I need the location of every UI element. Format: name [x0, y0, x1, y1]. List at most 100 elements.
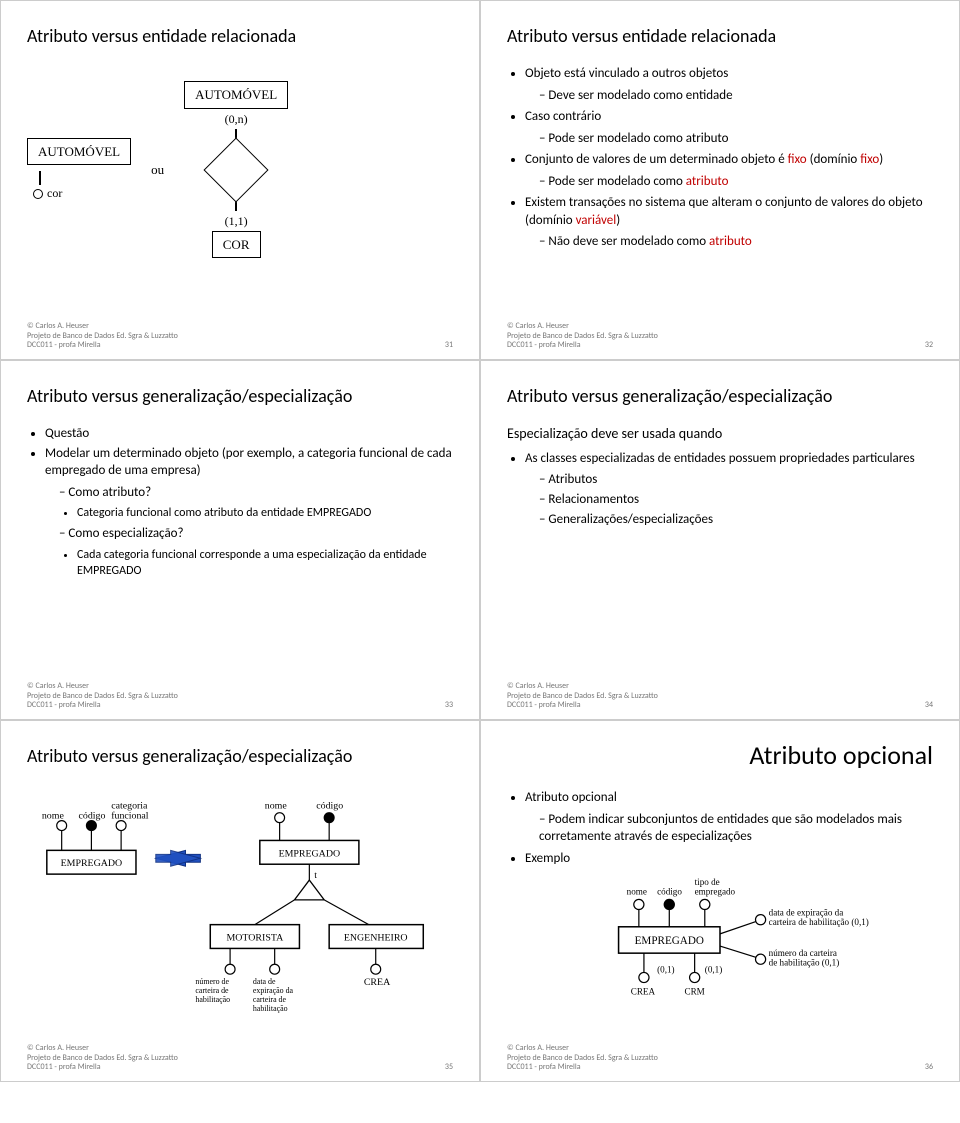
subbullet: Como atributo? Categoria funcional como … — [59, 484, 453, 522]
red-text: atributo — [709, 234, 752, 249]
er-diagram-31: AUTOMÓVEL cor ou AUTO — [27, 81, 453, 258]
footer-line: DCC011 - profa Mirella — [507, 341, 658, 351]
slide-title: Atributo versus entidade relacionada — [507, 25, 933, 47]
slide-36: Atributo opcional Atributo opcional Pode… — [480, 720, 960, 1082]
page-number: 31 — [445, 341, 453, 351]
slide-31: Atributo versus entidade relacionada AUT… — [0, 0, 480, 360]
bullet-text: Atributo opcional — [525, 790, 617, 805]
bullet: Conjunto de valores de um determinado ob… — [525, 151, 933, 190]
svg-text:EMPREGADO: EMPREGADO — [279, 848, 341, 859]
entity-box: AUTOMÓVEL — [27, 138, 131, 166]
relation-right: AUTOMÓVEL (0,n) (1,1) COR — [184, 81, 288, 258]
subbullet: Como especialização? Cada categoria func… — [59, 525, 453, 579]
red-text: atributo — [686, 174, 729, 189]
page-number: 32 — [925, 341, 933, 351]
subbullet: Não deve ser modelado como atributo — [539, 233, 933, 251]
svg-text:(0,1): (0,1) — [657, 965, 674, 975]
svg-text:CRM: CRM — [685, 987, 705, 997]
footer-line: DCC011 - profa Mirella — [27, 1063, 178, 1073]
svg-text:EMPREGADO: EMPREGADO — [61, 858, 123, 869]
slide-footer: © Carlos A. Heuser Projeto de Banco de D… — [507, 682, 933, 711]
svg-text:EMPREGADO: EMPREGADO — [635, 935, 704, 947]
bullet-text: Como atributo? — [68, 485, 151, 500]
subbullet: Generalizações/especializações — [539, 511, 933, 529]
subbullet: Relacionamentos — [539, 491, 933, 509]
attr-circle — [33, 189, 43, 199]
subbullet: Deve ser modelado como entidade — [539, 87, 933, 105]
svg-text:código: código — [657, 887, 682, 897]
svg-text:código: código — [79, 811, 106, 822]
bullet-text: ) — [616, 213, 620, 228]
er-diagram-36: EMPREGADO nome código tipo deempregado d… — [507, 871, 933, 1023]
bullet: Questão — [45, 425, 453, 443]
footer-line: DCC011 - profa Mirella — [507, 1063, 658, 1073]
slide-footer: © Carlos A. Heuser Projeto de Banco de D… — [507, 1044, 933, 1073]
svg-text:nome: nome — [265, 801, 288, 812]
slide-33: Atributo versus generalização/especializ… — [0, 360, 480, 720]
relationship-diamond — [204, 137, 269, 202]
subbullet: Pode ser modelado como atributo — [539, 173, 933, 191]
cardinality: (1,1) — [225, 213, 248, 229]
slide-content: Objeto está vinculado a outros objetos D… — [507, 61, 933, 322]
slide-35: Atributo versus generalização/especializ… — [0, 720, 480, 1082]
bullet-text: Não deve ser modelado como — [548, 234, 709, 249]
slide-title: Atributo versus generalização/especializ… — [507, 385, 933, 407]
svg-text:número da carteirade habilitaç: número da carteirade habilitação (0,1) — [769, 948, 840, 967]
bullet-text: Caso contrário — [525, 109, 601, 124]
svg-text:CREA: CREA — [631, 987, 656, 997]
subsubbullet: Categoria funcional como atributo da ent… — [77, 505, 453, 521]
subbullet: Pode ser modelado como atributo — [539, 130, 933, 148]
bullet-text: Conjunto de valores de um determinado ob… — [525, 152, 788, 167]
slide-title: Atributo versus generalização/especializ… — [27, 385, 453, 407]
bullet-text: Modelar um determinado objeto (por exemp… — [45, 446, 452, 479]
slide-content: AUTOMÓVEL cor ou AUTO — [27, 61, 453, 322]
svg-text:MOTORISTA: MOTORISTA — [226, 933, 284, 944]
bullet: Modelar um determinado objeto (por exemp… — [45, 445, 453, 580]
slide-content: Atributo opcional Podem indicar subconju… — [507, 785, 933, 1044]
lead-text: Especialização deve ser usada quando — [507, 425, 933, 444]
slide-footer: © Carlos A. Heuser Projeto de Banco de D… — [27, 1044, 453, 1073]
subsubbullet: Cada categoria funcional corresponde a u… — [77, 547, 453, 579]
entity-box: AUTOMÓVEL — [184, 81, 288, 109]
svg-text:(0,1): (0,1) — [705, 965, 722, 975]
slide-title: Atributo versus entidade relacionada — [27, 25, 453, 47]
slide-34: Atributo versus generalização/especializ… — [480, 360, 960, 720]
svg-text:tipo deempregado: tipo deempregado — [695, 877, 736, 896]
bullet-text: Como especialização? — [68, 526, 183, 541]
bullet-text: (domínio — [810, 152, 861, 167]
red-text: variável — [576, 213, 617, 228]
bullet: Exemplo — [525, 850, 933, 868]
bullet: Objeto está vinculado a outros objetos D… — [525, 65, 933, 104]
svg-text:código: código — [316, 801, 343, 812]
svg-text:categoriafuncional: categoriafuncional — [111, 801, 149, 822]
bullet: Caso contrário Pode ser modelado como at… — [525, 108, 933, 147]
or-label: ou — [151, 161, 164, 179]
slide-content: Especialização deve ser usada quando As … — [507, 421, 933, 682]
slide-grid: Atributo versus entidade relacionada AUT… — [0, 0, 960, 1082]
subbullet: Podem indicar subconjuntos de entidades … — [539, 811, 933, 846]
svg-text:data de expiração dacarteira d: data de expiração dacarteira de habilita… — [769, 908, 869, 927]
attr-label: cor — [47, 185, 62, 201]
svg-text:nome: nome — [42, 811, 65, 822]
svg-text:ENGENHEIRO: ENGENHEIRO — [344, 933, 408, 944]
svg-text:CREA: CREA — [364, 977, 391, 988]
svg-text:número decarteira dehabilitaçã: número decarteira dehabilitação — [195, 977, 230, 1004]
slide-content: Questão Modelar um determinado objeto (p… — [27, 421, 453, 682]
subbullet: Atributos — [539, 471, 933, 489]
cardinality: (0,n) — [225, 111, 248, 127]
page-number: 35 — [445, 1063, 453, 1073]
bullet: Existem transações no sistema que altera… — [525, 194, 933, 251]
slide-content: EMPREGADO nome código categoriafuncional… — [27, 781, 453, 1044]
entity-automovel-left: AUTOMÓVEL cor — [27, 138, 131, 202]
slide-footer: © Carlos A. Heuser Projeto de Banco de D… — [27, 682, 453, 711]
bullet-text: ) — [879, 152, 883, 167]
slide-title: Atributo versus generalização/especializ… — [27, 745, 453, 767]
entity-box: COR — [212, 231, 261, 259]
page-number: 36 — [925, 1063, 933, 1073]
bullet-text: Pode ser modelado como — [548, 174, 685, 189]
svg-text:nome: nome — [627, 887, 647, 897]
red-text: fixo — [788, 152, 807, 167]
bullet-text: Objeto está vinculado a outros objetos — [525, 66, 728, 81]
red-text: fixo — [860, 152, 879, 167]
slide-32: Atributo versus entidade relacionada Obj… — [480, 0, 960, 360]
